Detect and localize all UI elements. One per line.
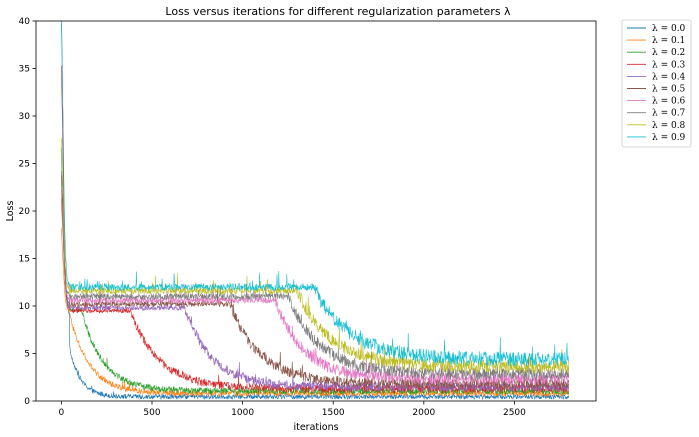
y-tick-label: 10 bbox=[19, 302, 31, 312]
legend: λ = 0.0 λ = 0.1 λ = 0.2 λ = 0.3 λ = 0.4 λ = 0… bbox=[621, 19, 692, 148]
series-line bbox=[61, 171, 570, 393]
plot-area bbox=[61, 21, 570, 401]
series-line bbox=[61, 228, 570, 398]
legend-entry: λ = 0.2 bbox=[652, 48, 685, 58]
legend-entry: λ = 0.5 bbox=[652, 85, 686, 95]
series-line bbox=[61, 24, 570, 367]
y-tick-label: 30 bbox=[19, 112, 31, 122]
legend-entry: λ = 0.4 bbox=[652, 72, 686, 82]
y-axis-label: Loss bbox=[5, 201, 16, 222]
series-line bbox=[61, 138, 570, 374]
legend-entry: λ = 0.8 bbox=[652, 121, 686, 131]
y-tick-label: 20 bbox=[19, 207, 31, 217]
chart-title: Loss versus iterations for different reg… bbox=[165, 5, 511, 18]
series-line bbox=[61, 198, 570, 381]
legend-entry: λ = 0.0 bbox=[652, 24, 686, 34]
x-tick-label: 1500 bbox=[322, 408, 345, 418]
y-tick-label: 5 bbox=[24, 350, 30, 360]
series-line bbox=[61, 189, 570, 386]
legend-entry: λ = 0.7 bbox=[652, 109, 686, 119]
legend-entry: λ = 0.3 bbox=[652, 60, 686, 70]
series-line bbox=[61, 175, 570, 391]
x-tick-label: 2000 bbox=[412, 408, 435, 418]
x-tick-label: 0 bbox=[59, 408, 65, 418]
legend-entry: λ = 0.1 bbox=[652, 36, 685, 46]
x-axis: 0 500 1000 1500 2000 2500 bbox=[59, 401, 526, 418]
x-tick-label: 2500 bbox=[503, 408, 526, 418]
legend-entry: λ = 0.9 bbox=[652, 133, 686, 143]
y-tick-label: 15 bbox=[19, 255, 30, 265]
legend-entry: λ = 0.6 bbox=[652, 97, 686, 107]
y-axis: 0 5 10 15 20 25 30 35 40 bbox=[19, 17, 36, 407]
y-tick-label: 0 bbox=[24, 397, 30, 407]
x-tick-label: 500 bbox=[143, 408, 160, 418]
y-tick-label: 40 bbox=[19, 17, 31, 27]
x-axis-label: iterations bbox=[293, 422, 338, 433]
y-tick-label: 25 bbox=[19, 160, 30, 170]
y-tick-label: 35 bbox=[19, 65, 30, 75]
x-tick-label: 1000 bbox=[231, 408, 254, 418]
